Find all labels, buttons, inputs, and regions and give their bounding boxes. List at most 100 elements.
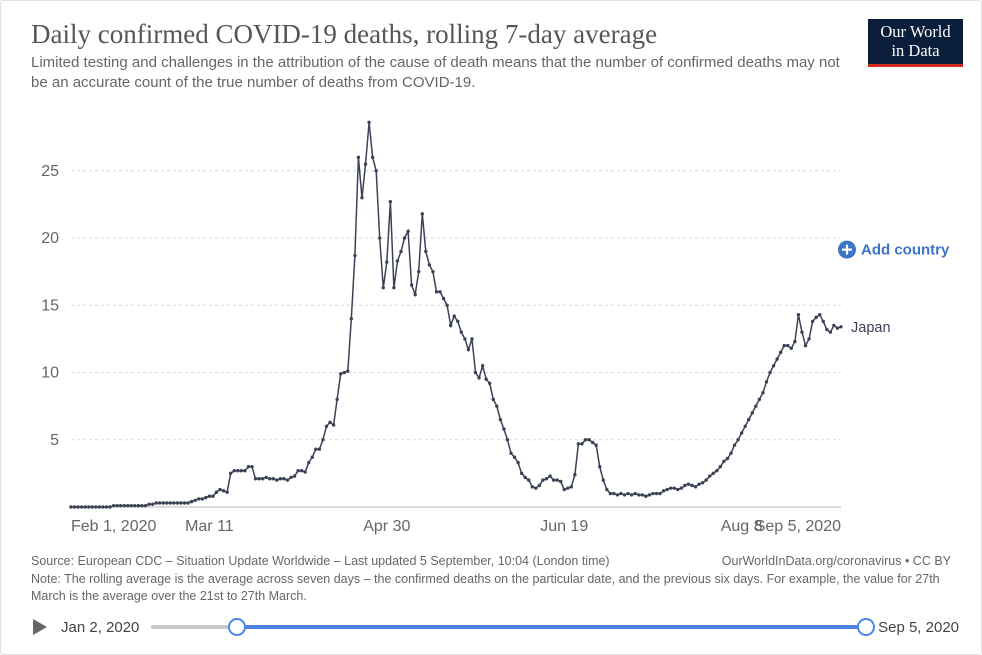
- series-point[interactable]: [814, 316, 817, 319]
- series-point[interactable]: [115, 504, 118, 507]
- series-point[interactable]: [147, 503, 150, 506]
- series-point[interactable]: [477, 376, 480, 379]
- series-point[interactable]: [818, 313, 821, 316]
- series-point[interactable]: [488, 382, 491, 385]
- series-point[interactable]: [307, 461, 310, 464]
- series-point[interactable]: [658, 492, 661, 495]
- series-point[interactable]: [563, 488, 566, 491]
- series-point[interactable]: [463, 337, 466, 340]
- series-point[interactable]: [325, 425, 328, 428]
- series-point[interactable]: [743, 425, 746, 428]
- series-point[interactable]: [736, 438, 739, 441]
- series-point[interactable]: [740, 431, 743, 434]
- series-point[interactable]: [211, 495, 214, 498]
- series-point[interactable]: [499, 418, 502, 421]
- series-point[interactable]: [396, 259, 399, 262]
- series-point[interactable]: [609, 492, 612, 495]
- series-point[interactable]: [669, 486, 672, 489]
- series-point[interactable]: [680, 486, 683, 489]
- series-point[interactable]: [673, 486, 676, 489]
- series-point[interactable]: [492, 398, 495, 401]
- series-point[interactable]: [321, 438, 324, 441]
- series-point[interactable]: [825, 328, 828, 331]
- timeline-handle-start[interactable]: [228, 618, 246, 636]
- series-point[interactable]: [296, 469, 299, 472]
- series-point[interactable]: [76, 505, 79, 508]
- series-point[interactable]: [676, 488, 679, 491]
- series-point[interactable]: [158, 501, 161, 504]
- series-point[interactable]: [193, 499, 196, 502]
- series-point[interactable]: [481, 364, 484, 367]
- series-point[interactable]: [431, 270, 434, 273]
- series-point[interactable]: [204, 496, 207, 499]
- series-point[interactable]: [506, 438, 509, 441]
- series-point[interactable]: [403, 236, 406, 239]
- series-point[interactable]: [112, 504, 115, 507]
- series-point[interactable]: [701, 481, 704, 484]
- series-point[interactable]: [119, 504, 122, 507]
- series-point[interactable]: [346, 369, 349, 372]
- series-point[interactable]: [644, 495, 647, 498]
- series-point[interactable]: [254, 477, 257, 480]
- series-point[interactable]: [708, 474, 711, 477]
- series-point[interactable]: [264, 476, 267, 479]
- series-point[interactable]: [257, 477, 260, 480]
- series-point[interactable]: [520, 472, 523, 475]
- series-point[interactable]: [421, 212, 424, 215]
- series-point[interactable]: [474, 371, 477, 374]
- series-point[interactable]: [797, 313, 800, 316]
- series-point[interactable]: [197, 497, 200, 500]
- series-point[interactable]: [360, 196, 363, 199]
- series-point[interactable]: [619, 492, 622, 495]
- series-point[interactable]: [272, 477, 275, 480]
- series-point[interactable]: [98, 505, 101, 508]
- series-point[interactable]: [364, 162, 367, 165]
- series-point[interactable]: [552, 478, 555, 481]
- series-point[interactable]: [538, 484, 541, 487]
- series-label[interactable]: Japan: [851, 320, 891, 336]
- series-point[interactable]: [694, 485, 697, 488]
- series-point[interactable]: [453, 314, 456, 317]
- series-point[interactable]: [169, 501, 172, 504]
- timeline-track[interactable]: [151, 613, 866, 641]
- series-point[interactable]: [460, 330, 463, 333]
- series-point[interactable]: [822, 320, 825, 323]
- series-point[interactable]: [343, 371, 346, 374]
- series-point[interactable]: [751, 411, 754, 414]
- series-point[interactable]: [133, 504, 136, 507]
- series-point[interactable]: [289, 476, 292, 479]
- series-point[interactable]: [374, 169, 377, 172]
- series-point[interactable]: [651, 492, 654, 495]
- series-point[interactable]: [91, 505, 94, 508]
- series-point[interactable]: [591, 441, 594, 444]
- series-point[interactable]: [697, 482, 700, 485]
- series-point[interactable]: [144, 504, 147, 507]
- series-point[interactable]: [587, 438, 590, 441]
- series-point[interactable]: [616, 493, 619, 496]
- series-point[interactable]: [598, 465, 601, 468]
- series-point[interactable]: [768, 371, 771, 374]
- series-point[interactable]: [832, 324, 835, 327]
- series-point[interactable]: [282, 477, 285, 480]
- series-point[interactable]: [761, 391, 764, 394]
- timeline-handle-end[interactable]: [857, 618, 875, 636]
- series-point[interactable]: [165, 501, 168, 504]
- series-point[interactable]: [712, 472, 715, 475]
- series-point[interactable]: [495, 404, 498, 407]
- series-point[interactable]: [243, 469, 246, 472]
- series-point[interactable]: [754, 404, 757, 407]
- add-country-button[interactable]: Add country: [838, 241, 950, 259]
- series-point[interactable]: [655, 492, 658, 495]
- series-point[interactable]: [665, 488, 668, 491]
- series-point[interactable]: [531, 485, 534, 488]
- series-point[interactable]: [424, 250, 427, 253]
- series-point[interactable]: [179, 501, 182, 504]
- series-point[interactable]: [137, 504, 140, 507]
- footer-credit[interactable]: OurWorldInData.org/coronavirus • CC BY: [722, 553, 951, 571]
- series-point[interactable]: [435, 290, 438, 293]
- series-point[interactable]: [541, 478, 544, 481]
- series-point[interactable]: [662, 489, 665, 492]
- series-point[interactable]: [470, 337, 473, 340]
- series-point[interactable]: [126, 504, 129, 507]
- series-point[interactable]: [626, 492, 629, 495]
